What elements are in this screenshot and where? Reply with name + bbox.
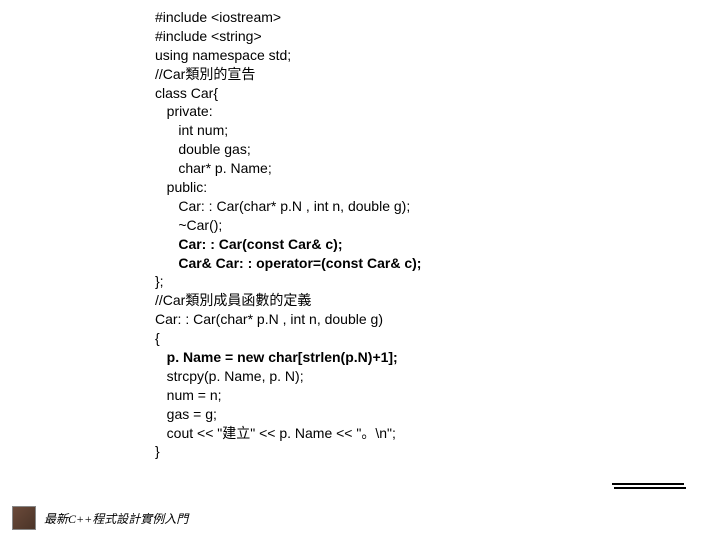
code-line: Car: : Car(char* p.N , int n, double g) xyxy=(155,310,421,329)
code-line: Car: : Car(const Car& c); xyxy=(155,235,421,254)
code-line: } xyxy=(155,442,421,461)
code-line: { xyxy=(155,329,421,348)
code-line: int num; xyxy=(155,121,421,140)
code-line: }; xyxy=(155,272,421,291)
code-block: #include <iostream>#include <string>usin… xyxy=(155,8,421,461)
book-logo-icon xyxy=(12,506,36,530)
page-corner-icon xyxy=(612,483,684,485)
code-line: private: xyxy=(155,102,421,121)
code-line: //Car類別成員函數的定義 xyxy=(155,291,421,310)
code-line: //Car類別的宣告 xyxy=(155,65,421,84)
code-line: #include <string> xyxy=(155,27,421,46)
code-line: #include <iostream> xyxy=(155,8,421,27)
footer: 最新C++程式設計實例入門 xyxy=(12,506,188,530)
code-line: class Car{ xyxy=(155,84,421,103)
code-line: p. Name = new char[strlen(p.N)+1]; xyxy=(155,348,421,367)
code-line: cout << "建立" << p. Name << "。\n"; xyxy=(155,424,421,443)
code-line: num = n; xyxy=(155,386,421,405)
code-line: strcpy(p. Name, p. N); xyxy=(155,367,421,386)
footer-text: 最新C++程式設計實例入門 xyxy=(44,510,188,527)
code-line: char* p. Name; xyxy=(155,159,421,178)
code-line: double gas; xyxy=(155,140,421,159)
code-line: gas = g; xyxy=(155,405,421,424)
code-line: using namespace std; xyxy=(155,46,421,65)
code-line: Car& Car: : operator=(const Car& c); xyxy=(155,254,421,273)
code-line: Car: : Car(char* p.N , int n, double g); xyxy=(155,197,421,216)
code-line: public: xyxy=(155,178,421,197)
code-line: ~Car(); xyxy=(155,216,421,235)
